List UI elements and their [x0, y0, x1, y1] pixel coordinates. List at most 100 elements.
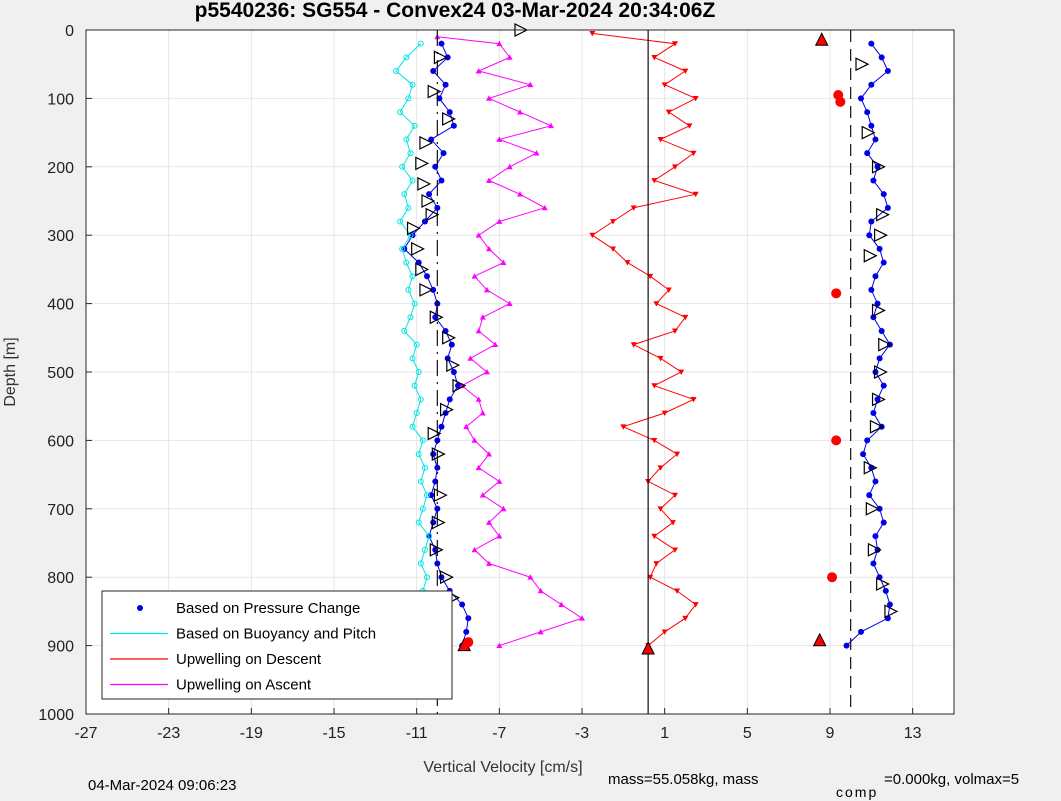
data-point [442, 81, 449, 88]
data-point [843, 642, 850, 649]
data-point [620, 424, 627, 430]
turn-triangle-marker [871, 303, 886, 318]
data-point [413, 410, 420, 417]
data-point [651, 178, 658, 184]
data-point [876, 355, 883, 362]
data-point [657, 137, 664, 143]
data-point [872, 369, 879, 375]
x-tick-label: -19 [240, 725, 263, 742]
x-axis-label: Vertical Velocity [cm/s] [423, 759, 582, 776]
data-point [409, 81, 416, 88]
data-point [665, 287, 672, 293]
turn-triangle-marker [871, 392, 886, 407]
turn-triangle-marker [442, 111, 457, 126]
data-point [661, 629, 668, 635]
data-point [401, 327, 408, 334]
legend-label: Upwelling on Descent [176, 651, 322, 668]
data-point [403, 136, 410, 143]
data-point [674, 588, 681, 594]
data-point [672, 328, 678, 334]
y-tick-label: 200 [47, 160, 74, 177]
turn-triangle-marker [431, 515, 446, 530]
data-point [866, 232, 873, 239]
data-point [527, 81, 534, 88]
x-tick-label: 1 [660, 725, 669, 742]
data-point [864, 109, 871, 116]
data-point [548, 122, 554, 129]
data-point [424, 273, 430, 280]
data-point [874, 546, 881, 553]
y-axis-label: Depth [m] [2, 337, 19, 406]
red-triangle-marker [814, 32, 829, 46]
turn-triangle-marker [865, 501, 880, 516]
data-point [434, 437, 441, 444]
data-point [870, 177, 877, 184]
legend-swatch [137, 605, 143, 611]
turn-triangle-marker [415, 262, 430, 277]
data-point [479, 492, 486, 498]
legend-label: Based on Buoyancy and Pitch [176, 626, 376, 643]
data-point [465, 615, 472, 622]
footer-rest: =0.000kg, volmax=5 [884, 771, 1019, 788]
turn-triangle-marker [867, 542, 882, 557]
data-point [419, 437, 426, 444]
turn-triangle-marker [431, 447, 446, 462]
data-point [500, 505, 507, 512]
data-point [426, 533, 433, 540]
footer-comp-subscript: comp [836, 784, 878, 800]
data-point [430, 519, 437, 526]
data-point [475, 232, 482, 238]
turn-triangle-marker [425, 207, 440, 222]
data-point [669, 520, 676, 526]
y-tick-label: 500 [47, 365, 74, 382]
data-point [872, 533, 879, 540]
x-tick-labels: -27 -23 -19 -15 -11 -7 -3 1 5 9 13 [74, 725, 921, 742]
data-point [475, 396, 482, 402]
data-point [407, 314, 414, 321]
data-point [397, 109, 404, 116]
data-point [479, 410, 486, 416]
data-point [421, 464, 428, 471]
data-point [486, 177, 492, 183]
data-point [653, 561, 660, 567]
data-point [674, 451, 681, 458]
data-point [686, 123, 693, 129]
data-point [419, 505, 426, 512]
data-point [401, 191, 408, 198]
y-tick-labels: 0 100 200 300 400 500 600 700 800 900 1000 [38, 23, 74, 724]
x-tick-label: -3 [575, 725, 589, 742]
data-point [417, 396, 424, 403]
data-point [411, 300, 418, 307]
legend-label: Upwelling on Ascent [176, 677, 312, 694]
red-dot-marker [835, 96, 846, 107]
red-dot-marker [463, 637, 474, 648]
data-point [438, 423, 445, 430]
data-point [446, 109, 453, 116]
data-point [411, 122, 418, 129]
data-point [405, 286, 412, 293]
data-point [428, 136, 435, 143]
data-point [426, 191, 433, 198]
chart-title: p5540236: SG554 - Convex24 03-Mar-2024 2… [195, 0, 716, 22]
data-point [500, 259, 507, 265]
data-point [878, 327, 885, 334]
data-point [450, 369, 457, 375]
data-point [678, 369, 685, 375]
data-point [537, 587, 544, 594]
y-tick-label: 700 [47, 502, 74, 519]
data-point [434, 204, 441, 211]
data-point [651, 438, 658, 444]
data-point [651, 383, 658, 389]
data-point [541, 204, 548, 211]
data-point [682, 314, 689, 321]
data-point [661, 410, 668, 417]
data-point [413, 341, 420, 348]
data-point [860, 451, 867, 458]
turn-triangle-marker [863, 460, 878, 475]
data-point [415, 519, 422, 526]
data-point [682, 615, 689, 622]
data-point [872, 136, 879, 143]
data-point [630, 342, 637, 348]
data-point [858, 628, 864, 635]
